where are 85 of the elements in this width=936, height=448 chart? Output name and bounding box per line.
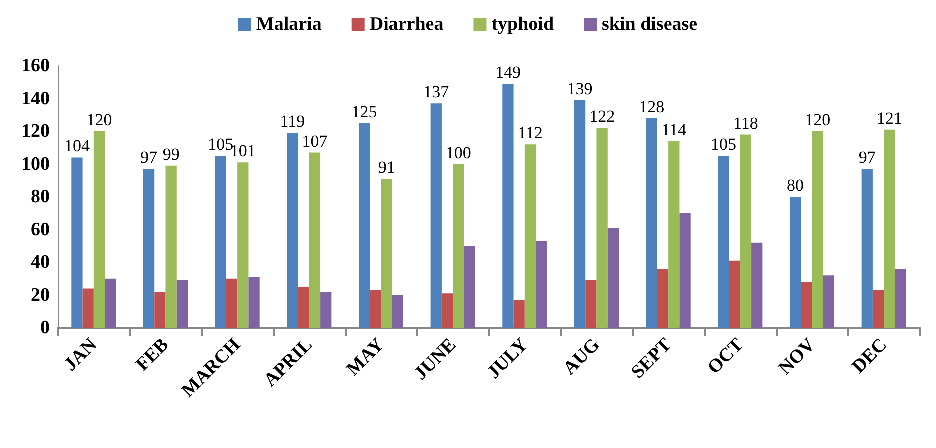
y-tick-label: 160 [22,56,50,76]
bar [596,128,608,328]
bar [574,100,586,328]
bar [668,141,680,328]
y-tick-label: 120 [22,121,50,142]
legend-label: Malaria [256,14,322,35]
bar [320,292,332,328]
bar [502,84,514,328]
bar [729,260,740,328]
y-tick-label: 140 [22,88,50,110]
y-tick-label: 80 [31,186,50,208]
legend-label: typhoid [492,14,554,35]
bar [536,241,548,328]
bar [248,277,260,328]
bar [790,197,802,328]
data-label: 91 [378,158,396,177]
bar [646,118,658,328]
bar [884,130,896,328]
bar [238,162,249,328]
legend-label: Diarrhea [370,14,444,35]
bar [309,152,321,328]
bar [872,290,884,328]
data-label: 80 [787,176,804,195]
bar [94,132,106,328]
bar [740,134,752,328]
y-tick-label: 100 [22,154,50,175]
data-label: 105 [710,135,736,154]
bar [812,132,824,328]
bar [358,123,370,328]
data-label: 105 [208,135,234,154]
y-tick-label: 60 [31,219,50,240]
data-label: 114 [662,120,688,140]
bar [166,166,177,328]
bar [823,276,835,328]
y-tick-label: 40 [31,252,50,273]
bar [82,288,94,328]
data-label: 118 [734,114,758,133]
bar [752,242,763,328]
data-label: 139 [567,79,593,98]
data-label: 97 [140,148,158,168]
data-label: 104 [64,136,90,156]
data-label: 112 [518,124,543,143]
bar [154,292,166,328]
y-tick-label: 0 [40,318,50,338]
data-label: 128 [639,97,665,116]
data-label: 100 [446,143,472,162]
bar [524,144,536,328]
bar [392,295,404,328]
bar [370,290,382,328]
bar [176,280,188,328]
legend-label: skin disease [602,14,698,35]
bar [442,294,454,328]
data-label: 99 [162,144,180,164]
data-label: 122 [590,107,616,126]
bar [215,156,226,328]
bar [226,278,238,328]
bar [298,287,310,328]
data-label: 149 [495,63,521,82]
bar [586,280,597,328]
x-tick-label: FEB [132,334,174,376]
bar [680,213,691,328]
data-label: 121 [876,108,902,128]
bar [287,133,298,328]
data-label: 125 [352,102,378,122]
bar [862,169,873,328]
data-label: 120 [86,110,112,130]
data-label: 119 [280,112,306,132]
bar [718,156,730,328]
bar [514,300,525,328]
bar [430,104,442,328]
bar [72,158,83,328]
bar [381,178,392,328]
data-label: 107 [302,132,328,151]
bar [657,269,669,328]
bar [801,282,812,328]
bar [464,246,476,328]
data-label: 97 [858,148,876,168]
bar [608,228,620,328]
bar [143,169,155,328]
bar [895,269,906,328]
y-tick-label: 20 [31,284,50,306]
data-label: 137 [424,82,450,102]
bar [453,164,464,328]
bar [105,278,116,328]
data-label: 120 [805,110,831,130]
